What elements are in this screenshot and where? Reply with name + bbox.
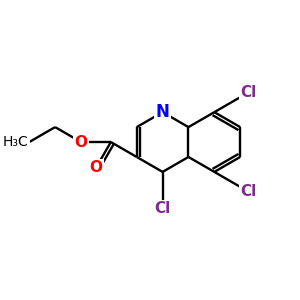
Text: H₃C: H₃C	[2, 135, 28, 149]
Text: Cl: Cl	[154, 201, 171, 216]
Text: O: O	[74, 134, 88, 149]
Text: Cl: Cl	[240, 85, 256, 100]
Text: O: O	[89, 160, 102, 175]
Text: Cl: Cl	[240, 184, 256, 199]
Text: N: N	[156, 103, 170, 121]
